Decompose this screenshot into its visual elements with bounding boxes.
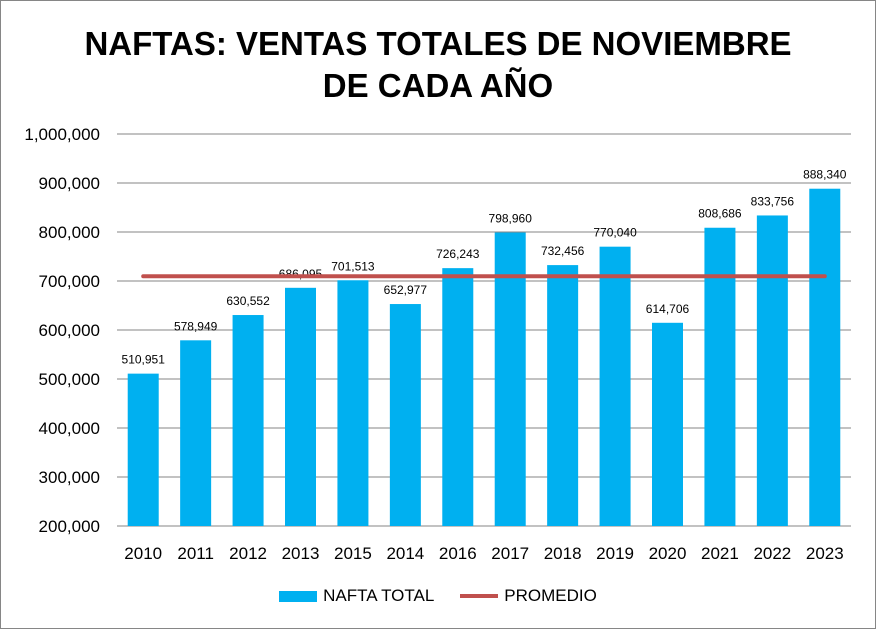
y-tick-label: 1,000,000 bbox=[24, 125, 100, 144]
data-label: 686,095 bbox=[279, 267, 323, 281]
chart-title-line-2: DE CADA AÑO bbox=[322, 67, 554, 104]
legend-swatch-nafta-total bbox=[279, 590, 318, 602]
legend-label-promedio: PROMEDIO bbox=[504, 586, 597, 605]
x-tick-label: 2017 bbox=[491, 544, 529, 563]
data-label: 630,552 bbox=[226, 294, 270, 308]
y-tick-label: 700,000 bbox=[39, 272, 100, 291]
data-label: 652,977 bbox=[384, 283, 428, 297]
legend-swatch-promedio bbox=[460, 594, 499, 598]
x-tick-label: 2011 bbox=[177, 544, 214, 563]
data-label: 578,949 bbox=[174, 319, 218, 333]
bar-2017 bbox=[494, 232, 526, 527]
data-label: 888,340 bbox=[803, 168, 847, 182]
bar-2014 bbox=[389, 304, 421, 526]
x-tick-label: 2014 bbox=[386, 544, 424, 563]
bar-2023 bbox=[809, 188, 841, 527]
bar-2020 bbox=[652, 322, 683, 526]
bar-2016 bbox=[442, 268, 474, 526]
x-tick-label: 2023 bbox=[806, 544, 844, 563]
y-tick-label: 900,000 bbox=[39, 174, 100, 193]
x-tick-label: 2020 bbox=[649, 544, 687, 563]
data-label: 701,513 bbox=[331, 259, 375, 273]
bar-2012 bbox=[232, 315, 264, 526]
x-tick-label: 2022 bbox=[753, 544, 791, 563]
x-tick-label: 2012 bbox=[229, 544, 267, 563]
y-tick-label: 500,000 bbox=[39, 370, 100, 389]
data-label: 614,706 bbox=[646, 302, 690, 316]
y-tick-label: 300,000 bbox=[39, 468, 100, 487]
y-tick-label: 200,000 bbox=[39, 517, 100, 536]
legend-label-nafta-total: NAFTA TOTAL bbox=[323, 586, 435, 605]
x-tick-label: 2010 bbox=[124, 544, 162, 563]
data-label: 808,686 bbox=[698, 207, 742, 221]
bar-2019 bbox=[599, 246, 631, 526]
data-label: 726,243 bbox=[436, 247, 480, 261]
bar-2021 bbox=[704, 227, 736, 526]
data-label: 798,960 bbox=[489, 212, 533, 226]
bar-2015 bbox=[337, 280, 369, 526]
data-label: 510,951 bbox=[122, 353, 166, 367]
x-tick-label: 2015 bbox=[334, 544, 372, 563]
x-tick-label: 2021 bbox=[701, 544, 739, 563]
x-tick-label: 2016 bbox=[439, 544, 477, 563]
data-label: 732,456 bbox=[541, 244, 585, 258]
data-label: 833,756 bbox=[751, 194, 795, 208]
legend: NAFTA TOTAL PROMEDIO bbox=[0, 586, 876, 606]
bar-2022 bbox=[756, 215, 788, 526]
data-label: 770,040 bbox=[593, 226, 637, 240]
x-tick-label: 2018 bbox=[544, 544, 582, 563]
bar-2011 bbox=[180, 340, 212, 526]
bar-2018 bbox=[547, 265, 579, 526]
chart-title-line-1: NAFTAS: VENTAS TOTALES DE NOVIEMBRE bbox=[84, 25, 792, 62]
y-tick-label: 600,000 bbox=[39, 321, 100, 340]
bar-2010 bbox=[127, 373, 159, 526]
y-tick-label: 400,000 bbox=[39, 419, 100, 438]
x-tick-label: 2019 bbox=[596, 544, 634, 563]
bar-2013 bbox=[285, 287, 316, 526]
x-tick-label: 2013 bbox=[282, 544, 320, 563]
y-tick-label: 800,000 bbox=[39, 223, 100, 242]
